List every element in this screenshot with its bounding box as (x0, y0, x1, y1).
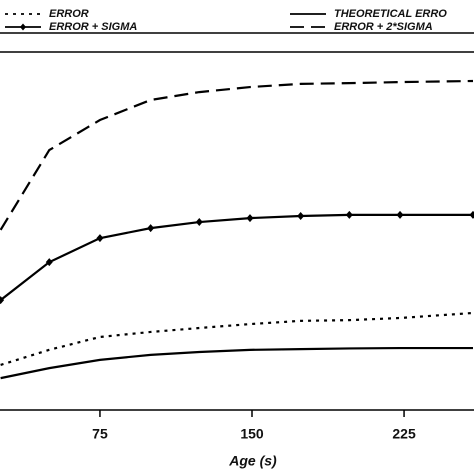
marker (297, 211, 305, 220)
legend-label: ERROR (49, 8, 89, 20)
x-tick-label: 150 (240, 426, 264, 442)
marker (345, 210, 353, 219)
series-line (0, 346, 473, 380)
marker (96, 234, 104, 243)
legend-label: ERROR + 2*SIGMA (334, 21, 433, 33)
series-line (0, 79, 474, 231)
x-tick-label: 75 (92, 426, 108, 442)
marker (396, 210, 404, 219)
marker (45, 258, 53, 267)
marker (195, 218, 203, 227)
marker (0, 296, 5, 305)
marker (147, 224, 155, 233)
marker (469, 210, 474, 219)
x-axis-label: Age (s) (228, 453, 277, 469)
series-line (0, 311, 474, 366)
series-line (0, 213, 473, 301)
x-tick-label: 225 (392, 426, 416, 442)
legend-marker (20, 23, 26, 31)
legend-label: THEORETICAL ERRO (334, 8, 447, 20)
marker (246, 214, 254, 223)
legend-label: ERROR + SIGMA (49, 21, 137, 33)
